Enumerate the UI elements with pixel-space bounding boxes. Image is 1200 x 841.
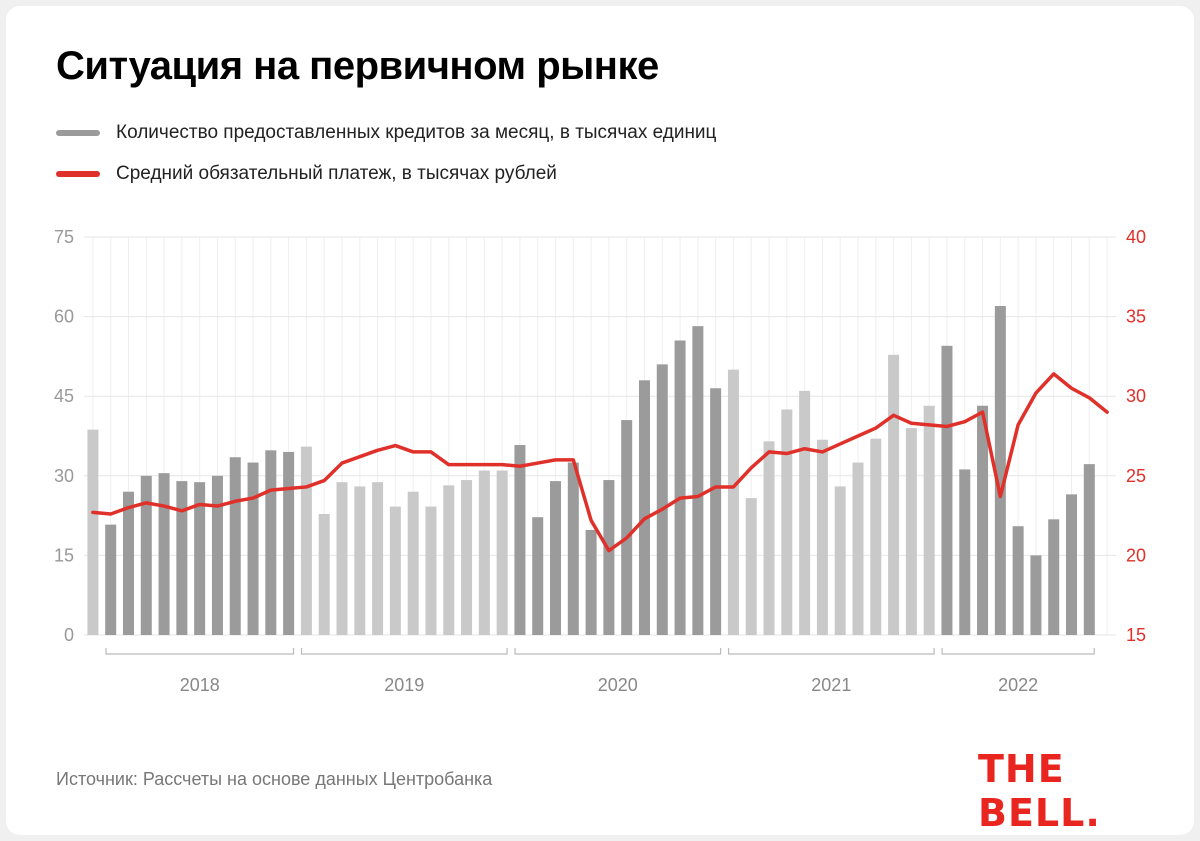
year-label: 2019: [384, 675, 424, 695]
left-axis-tick-label: 75: [54, 227, 74, 247]
credit-bar: [692, 326, 704, 635]
credit-bar: [105, 524, 117, 635]
credit-bar: [496, 470, 508, 635]
credit-bar: [532, 517, 544, 635]
year-label: 2021: [811, 675, 851, 695]
left-axis-tick-label: 30: [54, 466, 74, 486]
chart-card: Ситуация на первичном рынке Количество п…: [6, 6, 1194, 835]
year-bracket: [941, 648, 1095, 655]
credit-bar: [514, 445, 526, 635]
credit-bar: [745, 498, 757, 635]
left-axis-tick-label: 60: [54, 307, 74, 327]
credit-bar: [1083, 464, 1095, 635]
credit-bar: [1048, 519, 1060, 635]
credit-bar: [603, 480, 615, 635]
page-title: Ситуация на первичном рынке: [56, 44, 659, 88]
left-axis-tick-label: 45: [54, 386, 74, 406]
credit-bar: [336, 482, 348, 635]
credit-bar: [834, 486, 846, 635]
credit-bar: [300, 446, 312, 635]
year-label: 2020: [598, 675, 638, 695]
credit-bar: [994, 305, 1006, 635]
right-axis-tick-label: 40: [1126, 227, 1146, 247]
credit-bar: [176, 481, 188, 635]
year-label: 2018: [180, 675, 220, 695]
left-axis-tick-label: 15: [54, 545, 74, 565]
year-bracket: [727, 648, 935, 655]
payment-line: [91, 372, 1109, 553]
brand-logo: THE BELL.: [978, 747, 1101, 835]
legend-item-payment: Средний обязательный платеж, в тысячах р…: [56, 163, 557, 185]
credit-bar: [959, 469, 971, 635]
credit-bar: [816, 439, 828, 635]
credit-bar: [621, 420, 633, 635]
right-axis-tick-label: 20: [1126, 545, 1146, 565]
year-label: 2022: [998, 675, 1038, 695]
credit-bar: [265, 450, 277, 635]
credit-bar: [318, 514, 330, 635]
legend-swatch-red: [56, 171, 100, 177]
credit-bar: [585, 529, 597, 635]
credit-bar: [763, 441, 775, 635]
credit-bar: [941, 345, 953, 635]
year-bracket: [514, 648, 722, 655]
credit-bar: [122, 491, 134, 635]
credit-bar: [461, 480, 473, 635]
right-axis-tick-label: 30: [1126, 386, 1146, 406]
credit-bar: [87, 429, 99, 635]
credit-bar: [478, 470, 490, 635]
credit-bar: [283, 451, 295, 635]
right-axis-tick-label: 15: [1126, 625, 1146, 645]
credit-bar: [567, 462, 579, 635]
credit-bar: [905, 428, 917, 635]
credit-bar: [888, 354, 900, 635]
credit-bar: [710, 388, 722, 635]
right-axis-tick-label: 25: [1126, 466, 1146, 486]
credit-bar: [354, 486, 366, 635]
credit-bar: [211, 475, 223, 635]
credit-bar: [977, 405, 989, 635]
combo-chart: 0 15 15 20 30 25 45 30 60 35 75 40 2018 2019 2020 2021 2…: [54, 227, 1146, 695]
credit-bar: [247, 462, 259, 635]
left-axis-tick-label: 0: [64, 625, 74, 645]
legend-item-credits: Количество предоставленных кредитов за м…: [56, 122, 716, 144]
legend-label-credits: Количество предоставленных кредитов за м…: [116, 122, 717, 143]
credit-bar: [799, 390, 811, 635]
credit-bar: [727, 369, 739, 635]
credit-bar: [140, 475, 152, 635]
credit-bar: [674, 340, 686, 635]
credit-bar: [1066, 494, 1078, 635]
credit-bar: [550, 481, 562, 635]
credit-bar: [923, 405, 935, 635]
year-bracket: [105, 648, 295, 655]
legend-swatch-gray: [56, 130, 100, 136]
credit-bar: [870, 438, 882, 635]
credit-bar: [425, 506, 437, 635]
credit-bar: [638, 380, 650, 635]
credit-bar: [781, 409, 793, 635]
credit-bar: [229, 457, 241, 635]
legend-label-payment: Средний обязательный платеж, в тысячах р…: [116, 163, 557, 184]
credit-bar: [852, 462, 864, 635]
credit-bar: [158, 473, 170, 635]
year-bracket: [300, 648, 508, 655]
credit-bar: [1030, 555, 1042, 635]
credit-bar: [1012, 526, 1024, 635]
credit-bar: [372, 482, 384, 635]
credit-bar: [407, 491, 419, 635]
credit-bar: [389, 506, 401, 635]
credit-bar: [443, 485, 455, 635]
right-axis-tick-label: 35: [1126, 307, 1146, 327]
credit-bar: [656, 364, 668, 635]
source-note: Источник: Рассчеты на основе данных Цент…: [56, 769, 493, 789]
credit-bar: [194, 482, 206, 635]
